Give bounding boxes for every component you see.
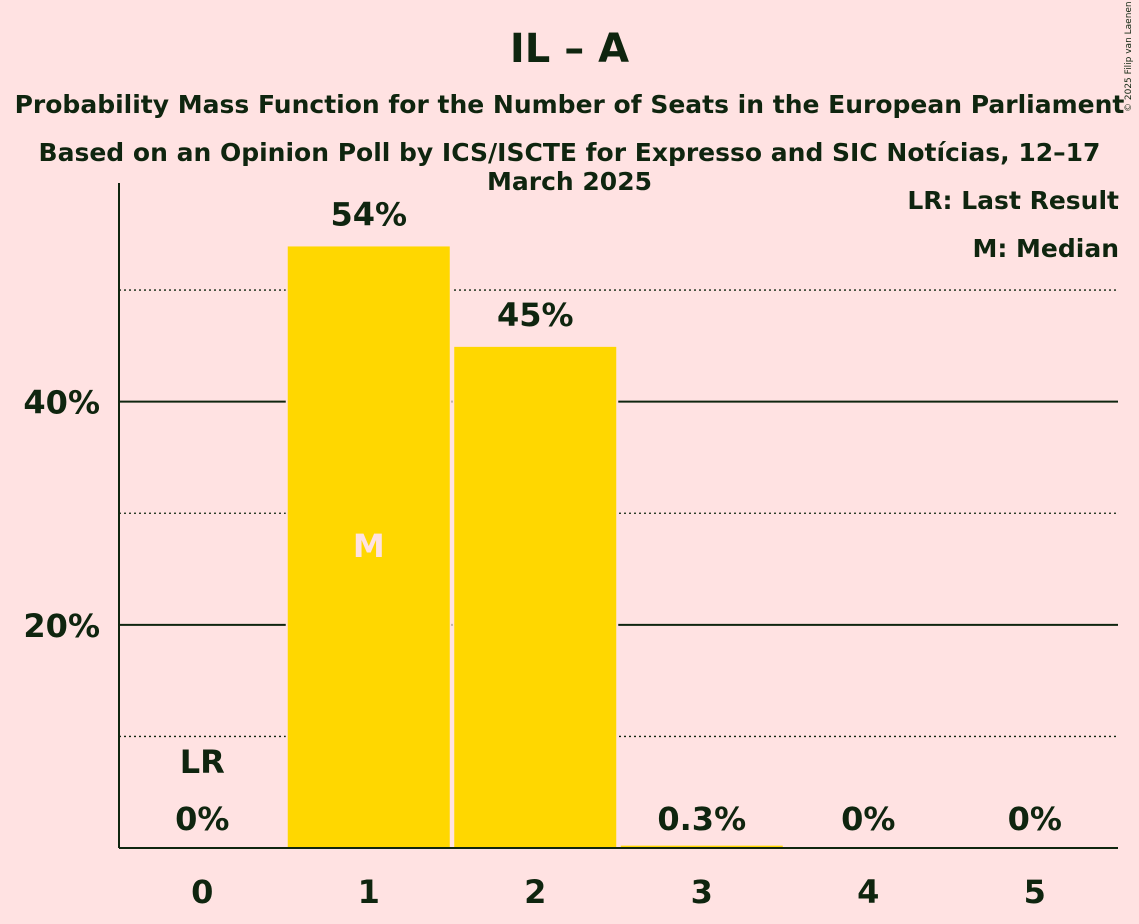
data-label: 0% xyxy=(1008,800,1062,838)
x-tick-label: 4 xyxy=(857,873,879,911)
median-marker: M xyxy=(353,527,385,565)
x-tick-label: 5 xyxy=(1024,873,1046,911)
x-tick-label: 2 xyxy=(524,873,546,911)
data-label: 0% xyxy=(175,800,229,838)
bar xyxy=(452,344,619,849)
y-tick-label: 40% xyxy=(23,384,100,422)
legend-last-result: LR: Last Result xyxy=(907,186,1119,215)
chart-title: IL – A xyxy=(509,26,630,72)
bar xyxy=(285,244,452,849)
data-label: 45% xyxy=(497,296,574,334)
data-label: 0% xyxy=(841,800,895,838)
chart-source: Based on an Opinion Poll by ICS/ISCTE fo… xyxy=(38,138,1101,196)
y-tick-label: 20% xyxy=(23,607,100,645)
chart-subtitle: Probability Mass Function for the Number… xyxy=(14,90,1125,119)
x-tick-label: 0 xyxy=(191,873,213,911)
x-tick-label: 1 xyxy=(358,873,380,911)
x-tick-label: 3 xyxy=(691,873,713,911)
last-result-marker: LR xyxy=(180,743,225,781)
data-label: 0.3% xyxy=(657,800,746,838)
data-label: 54% xyxy=(330,195,407,233)
legend-median: M: Median xyxy=(972,234,1119,263)
